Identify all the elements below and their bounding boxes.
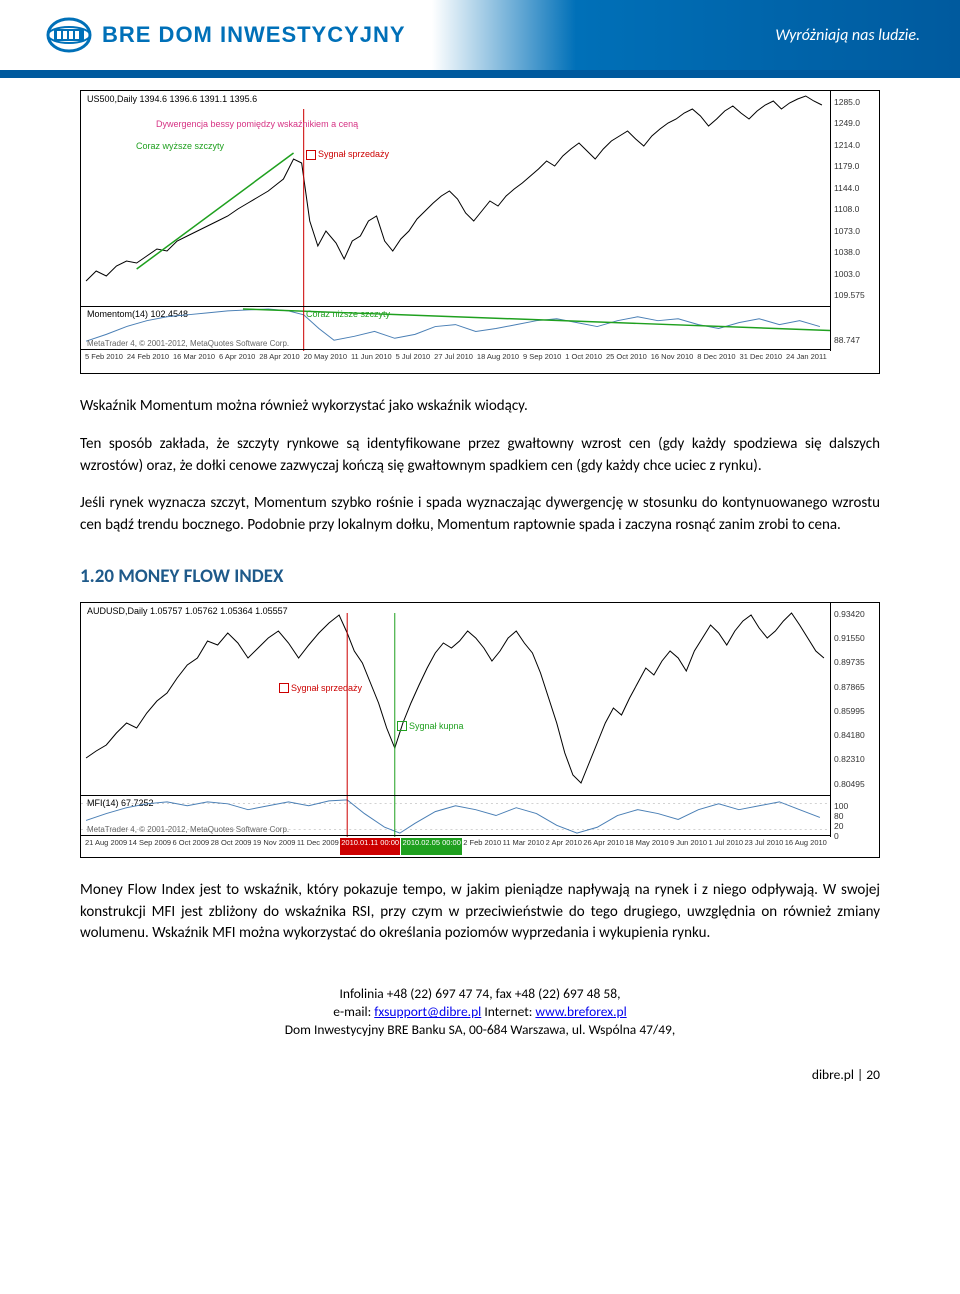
page-footer: Infolinia +48 (22) 697 47 74, fax +48 (2… [80, 985, 880, 1040]
chart1-xaxis: 5 Feb 201024 Feb 201016 Mar 20106 Apr 20… [81, 349, 831, 373]
chart1-indicator-line [86, 309, 820, 341]
paragraph-2: Ten sposób zakłada, że szczyty rynkowe s… [80, 434, 880, 478]
chart2-price-line [86, 613, 824, 783]
chart1-yaxis-ind: 88.747 [831, 306, 879, 351]
chart1-ann-lower-peaks: Coraz niższe szczyty [306, 309, 390, 319]
chart2-ann-sell: Sygnał sprzedaży [279, 683, 362, 694]
chart1-copyright: MetaTrader 4, © 2001-2012, MetaQuotes So… [87, 339, 289, 348]
chart2-xaxis: 21 Aug 200914 Sep 20096 Oct 200928 Oct 2… [81, 835, 831, 857]
chart2-price-panel: AUDUSD,Daily 1.05757 1.05762 1.05364 1.0… [81, 603, 831, 795]
chart1-price-panel: US500,Daily 1394.6 1396.6 1391.1 1395.6 … [81, 91, 831, 306]
chart1-ann-sell: Sygnał sprzedaży [306, 149, 389, 160]
section-heading-mfi: 1.20 MONEY FLOW INDEX [80, 565, 880, 588]
chart-mfi: AUDUSD,Daily 1.05757 1.05762 1.05364 1.0… [80, 602, 880, 858]
brand-name: BRE DOM INWESTYCYJNY [102, 22, 406, 48]
footer-email-link[interactable]: fxsupport@dibre.pl [374, 1003, 481, 1020]
paragraph-1: Wskaźnik Momentum można również wykorzys… [80, 396, 880, 418]
chart2-ann-buy: Sygnał kupna [397, 721, 464, 732]
chart2-yaxis-main: 0.93420 0.91550 0.89735 0.87865 0.85995 … [831, 603, 879, 795]
footer-url-link[interactable]: www.breforex.pl [535, 1003, 626, 1020]
tagline: Wyróżniają nas ludzie. [775, 26, 920, 45]
chart1-ann-higher-peaks: Coraz wyższe szczyty [136, 141, 224, 151]
chart2-copyright: MetaTrader 4, © 2001-2012, MetaQuotes So… [87, 825, 289, 834]
page-number: dibre.pl | 20 [0, 1060, 960, 1097]
paragraph-3: Jeśli rynek wyznacza szczyt, Momentum sz… [80, 493, 880, 537]
chart1-yaxis-main: 1285.0 1249.0 1214.0 1179.0 1144.0 1108.… [831, 91, 879, 306]
page-content: US500,Daily 1394.6 1396.6 1391.1 1395.6 … [0, 78, 960, 1060]
page-header: BRE DOM INWESTYCYJNY Wyróżniają nas ludz… [0, 0, 960, 78]
footer-line3: Dom Inwestycyjny BRE Banku SA, 00-684 Wa… [80, 1021, 880, 1039]
footer-line2: e-mail: fxsupport@dibre.pl Internet: www… [80, 1003, 880, 1021]
chart1-trend-green-upper [137, 153, 294, 269]
logo-block: BRE DOM INWESTYCYJNY [46, 12, 406, 58]
chart-momentum: US500,Daily 1394.6 1396.6 1391.1 1395.6 … [80, 90, 880, 374]
bre-logo-icon [46, 12, 92, 58]
chart1-ann-divergence: Dywergencja bessy pomiędzy wskaźnikiem a… [156, 119, 358, 129]
footer-line1: Infolinia +48 (22) 697 47 74, fax +48 (2… [80, 985, 880, 1003]
chart2-yaxis-ind: 100 80 20 0 [831, 795, 879, 837]
paragraph-4: Money Flow Index jest to wskaźnik, który… [80, 880, 880, 945]
